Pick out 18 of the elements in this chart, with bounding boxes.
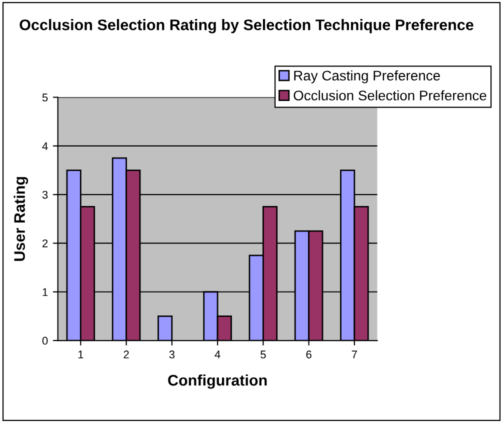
x-tick-label: 3 — [169, 350, 175, 358]
x-tick-label: 2 — [124, 350, 129, 358]
y-axis-title: User Rating — [14, 177, 28, 261]
y-tick-label: 2 — [42, 239, 48, 248]
y-tick-label: 0 — [42, 336, 48, 345]
x-tick-label: 4 — [214, 350, 220, 358]
chart-title: Occlusion Selection Rating by Selection Technique Preference — [20, 19, 474, 34]
y-tick-label: 3 — [42, 190, 48, 199]
y-tick-label: 1 — [42, 288, 48, 296]
x-tick-label: 5 — [260, 350, 266, 358]
x-tick-label: 7 — [352, 350, 357, 358]
x-axis-title: Configuration — [168, 374, 267, 389]
x-tick-label: 1 — [78, 350, 84, 358]
y-tick-label: 5 — [42, 94, 48, 102]
y-tick-label: 4 — [42, 142, 48, 150]
legend-label: Ray Casting Preference — [294, 70, 440, 84]
x-tick-label: 6 — [306, 350, 312, 358]
legend-label: Occlusion Selection Preference — [294, 90, 486, 100]
